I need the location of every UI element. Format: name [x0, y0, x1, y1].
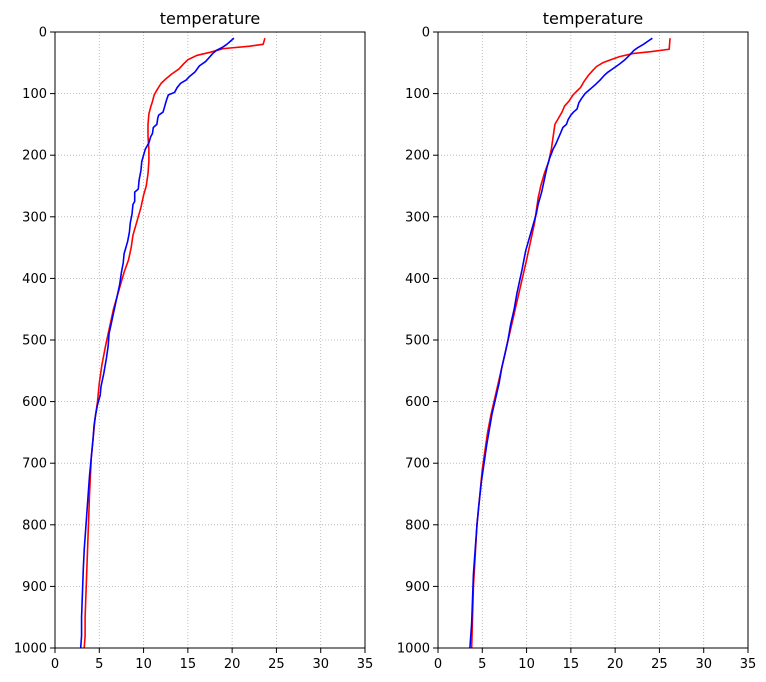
- y-tick-label: 600: [22, 395, 47, 410]
- y-tick-label: 0: [39, 26, 47, 41]
- y-tick-label: 700: [405, 457, 430, 472]
- chart-title: temperature: [160, 9, 261, 28]
- y-tick-label: 800: [22, 518, 47, 533]
- x-tick-label: 15: [563, 657, 580, 672]
- plot-frame: [437, 31, 749, 649]
- y-tick-label: 900: [405, 580, 430, 595]
- x-tick-label: 10: [518, 657, 535, 672]
- plot-frame: [54, 31, 366, 649]
- y-tick-label: 700: [22, 457, 47, 472]
- x-tick-label: 0: [51, 657, 59, 672]
- y-tick-label: 1000: [397, 642, 430, 657]
- y-tick-label: 900: [22, 580, 47, 595]
- x-tick-label: 35: [740, 657, 757, 672]
- series-line-2: [79, 37, 235, 649]
- y-tick-label: 400: [22, 272, 47, 287]
- x-tick-label: 25: [268, 657, 285, 672]
- y-tick-label: 600: [405, 395, 430, 410]
- y-tick-label: 500: [405, 334, 430, 349]
- x-tick-label: 15: [180, 657, 197, 672]
- x-tick-label: 20: [224, 657, 241, 672]
- x-tick-label: 25: [651, 657, 668, 672]
- chart-panel-2: 0 5 10 15 20 25 30 35 0 100 200 300 400 500 600 700 800 9…: [397, 9, 756, 672]
- series-line-1: [83, 37, 266, 649]
- y-tick-label: 200: [22, 149, 47, 164]
- chart-panel-1: 0 5 10 15 20 25 30 35 0 100 200 300 400 500 600 700 800 9…: [14, 9, 373, 672]
- series-line-2: [469, 37, 653, 649]
- y-tick-label: 100: [405, 87, 430, 102]
- x-tick-label: 20: [607, 657, 624, 672]
- x-tick-label: 0: [434, 657, 442, 672]
- x-tick-label: 5: [95, 657, 103, 672]
- series-line-1: [470, 38, 671, 649]
- y-tick-label: 300: [405, 210, 430, 225]
- x-tick-label: 5: [478, 657, 486, 672]
- y-tick-label: 800: [405, 518, 430, 533]
- chart-title: temperature: [543, 9, 644, 28]
- x-tick-label: 30: [312, 657, 329, 672]
- y-tick-label: 400: [405, 272, 430, 287]
- x-tick-label: 35: [357, 657, 374, 672]
- x-tick-label: 10: [135, 657, 152, 672]
- y-tick-label: 100: [22, 87, 47, 102]
- y-tick-label: 500: [22, 334, 47, 349]
- y-tick-label: 200: [405, 149, 430, 164]
- x-tick-label: 30: [695, 657, 712, 672]
- y-tick-label: 0: [422, 26, 430, 41]
- y-tick-label: 1000: [14, 642, 47, 657]
- y-tick-label: 300: [22, 210, 47, 225]
